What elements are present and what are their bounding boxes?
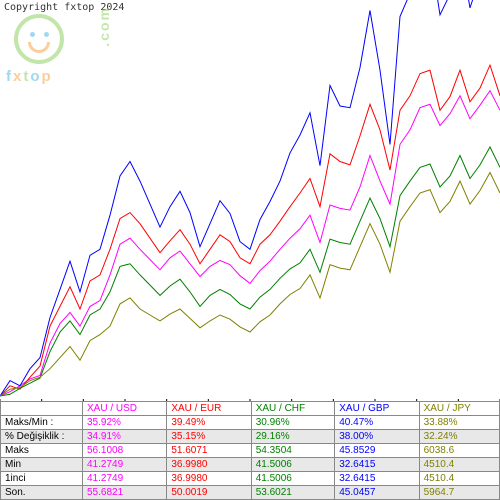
table-row: Maks/Min :35.92%39.49%30.96%40.47%33.88% xyxy=(1,416,500,430)
table-cell: 41.5006 xyxy=(251,458,335,472)
table-cell: 56.1008 xyxy=(83,444,167,458)
row-label: Maks xyxy=(1,444,83,458)
row-label: Min xyxy=(1,458,83,472)
table-cell: 4510.4 xyxy=(419,458,499,472)
table-cell: 54.3504 xyxy=(251,444,335,458)
table-cell: 41.5006 xyxy=(251,472,335,486)
column-header: XAU / GBP xyxy=(335,402,419,416)
table-cell: 5964.7 xyxy=(419,486,499,500)
row-label: Son. xyxy=(1,486,83,500)
table-cell: 53.6021 xyxy=(251,486,335,500)
table-cell: 6038.6 xyxy=(419,444,499,458)
table-row: Maks56.100851.607154.350445.85296038.6 xyxy=(1,444,500,458)
row-label: % Değişiklik : xyxy=(1,430,83,444)
table-cell: 32.6415 xyxy=(335,472,419,486)
table-row: Son.55.682150.001953.602145.04575964.7 xyxy=(1,486,500,500)
price-chart xyxy=(0,0,500,420)
table-row: 1inci41.274936.998041.500632.64154510.4 xyxy=(1,472,500,486)
summary-table: XAU / USDXAU / EURXAU / CHFXAU / GBPXAU … xyxy=(0,401,500,500)
table-cell: 39.49% xyxy=(167,416,251,430)
table-cell: 38.00% xyxy=(335,430,419,444)
series-line xyxy=(0,91,500,396)
table-row: % Değişiklik :34.91%35.15%29.16%38.00%32… xyxy=(1,430,500,444)
table-cell: 50.0019 xyxy=(167,486,251,500)
row-label: 1inci xyxy=(1,472,83,486)
chart-svg xyxy=(0,0,500,420)
column-header: XAU / USD xyxy=(83,402,167,416)
table-cell: 32.24% xyxy=(419,430,499,444)
series-line xyxy=(0,65,500,396)
column-header: XAU / JPY xyxy=(419,402,499,416)
table-cell: 34.91% xyxy=(83,430,167,444)
table-cell: 41.2749 xyxy=(83,458,167,472)
table-cell: 41.2749 xyxy=(83,472,167,486)
table-cell: 33.88% xyxy=(419,416,499,430)
table-cell: 45.8529 xyxy=(335,444,419,458)
row-label: Maks/Min : xyxy=(1,416,83,430)
table-cell: 40.47% xyxy=(335,416,419,430)
table-cell: 36.9980 xyxy=(167,472,251,486)
column-header: XAU / CHF xyxy=(251,402,335,416)
table-cell: 51.6071 xyxy=(167,444,251,458)
table-cell: 30.96% xyxy=(251,416,335,430)
table-cell: 36.9980 xyxy=(167,458,251,472)
table-header-row: XAU / USDXAU / EURXAU / CHFXAU / GBPXAU … xyxy=(1,402,500,416)
table-corner xyxy=(1,402,83,416)
table-cell: 29.16% xyxy=(251,430,335,444)
table-row: Min41.274936.998041.500632.64154510.4 xyxy=(1,458,500,472)
table-cell: 35.92% xyxy=(83,416,167,430)
table-cell: 4510.4 xyxy=(419,472,499,486)
column-header: XAU / EUR xyxy=(167,402,251,416)
table-cell: 35.15% xyxy=(167,430,251,444)
series-line xyxy=(0,173,500,397)
series-line xyxy=(0,0,500,396)
table-cell: 55.6821 xyxy=(83,486,167,500)
series-line xyxy=(0,147,500,396)
table-cell: 45.0457 xyxy=(335,486,419,500)
table-cell: 32.6415 xyxy=(335,458,419,472)
